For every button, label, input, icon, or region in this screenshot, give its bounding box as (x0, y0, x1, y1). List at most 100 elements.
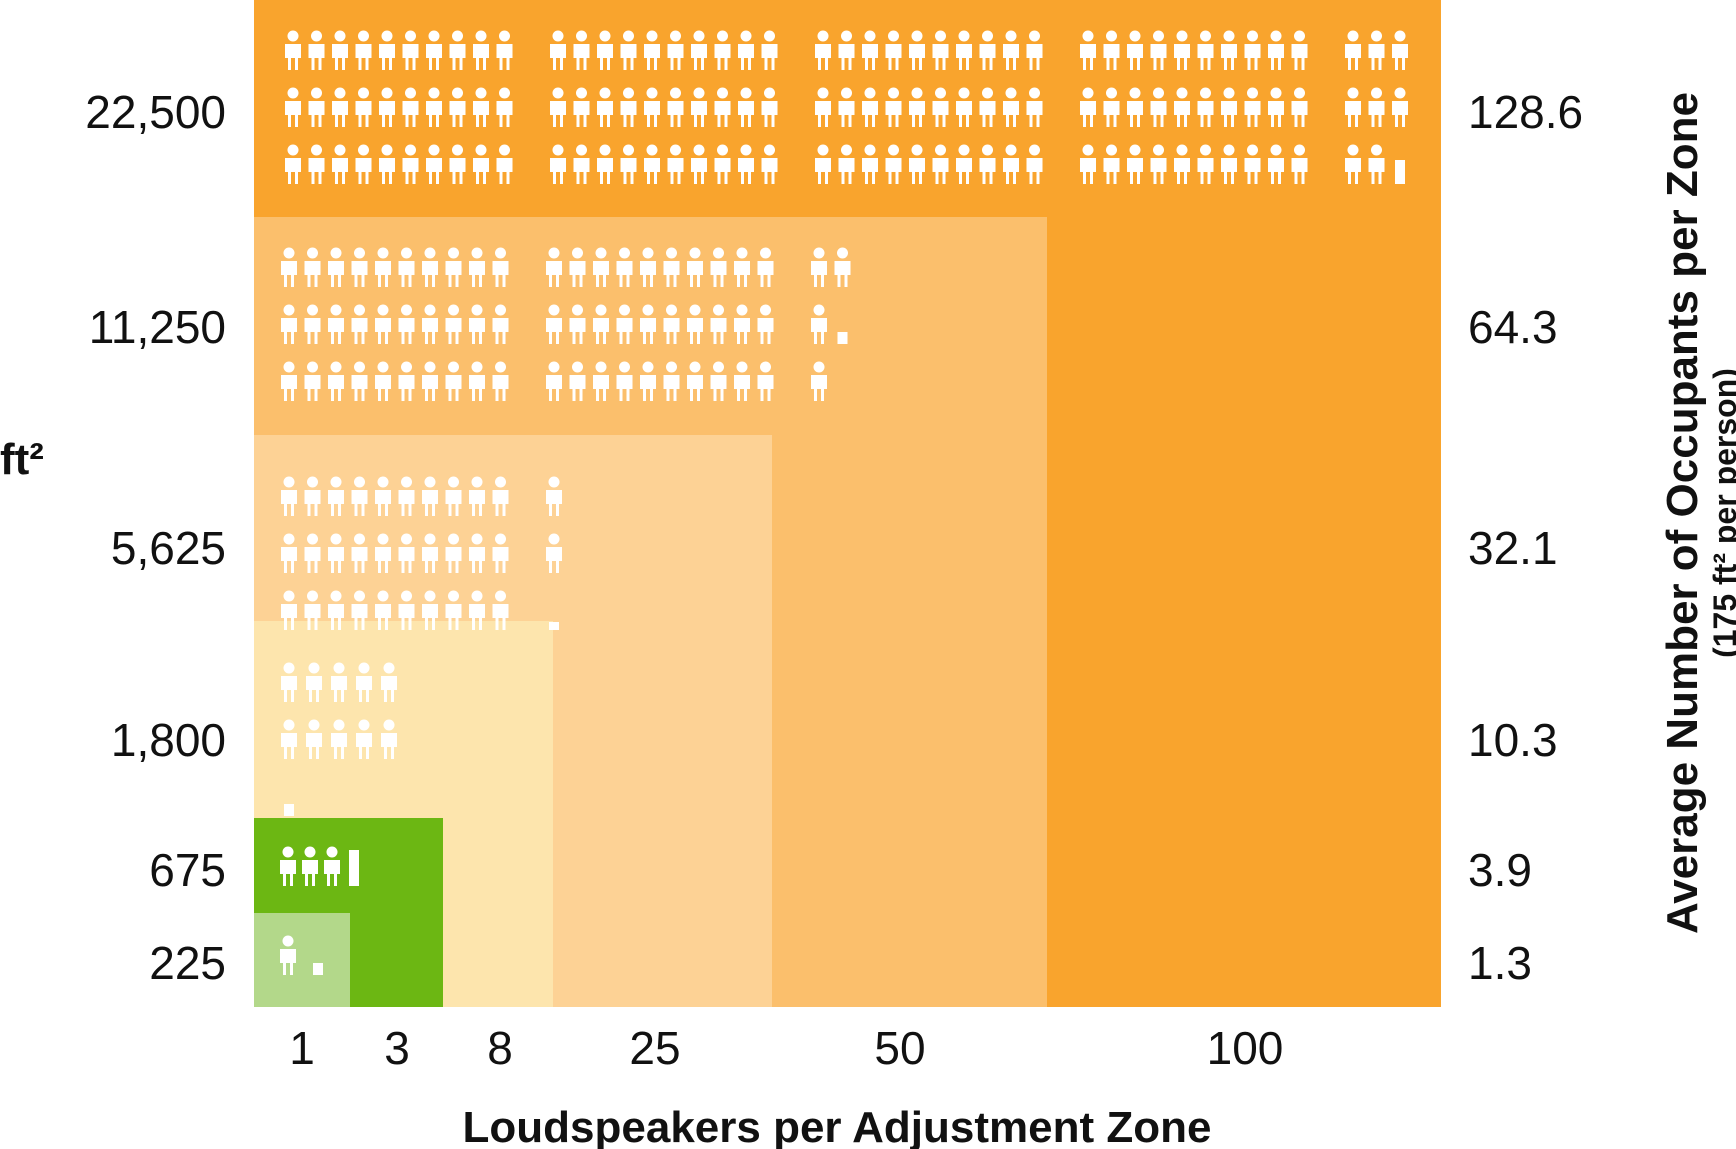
person-icon (640, 247, 656, 287)
person-icon (1127, 87, 1143, 127)
person-icon (1080, 30, 1096, 70)
person-icon (324, 846, 340, 886)
person-icon (351, 304, 368, 344)
person-icon (811, 247, 827, 287)
person-icon (663, 247, 680, 287)
person-icon (328, 476, 344, 516)
person-icon (1395, 160, 1405, 184)
person-icon (714, 144, 731, 184)
person-icon (979, 87, 996, 127)
person-icon (308, 87, 325, 127)
person-icon (885, 30, 902, 70)
person-icon (1221, 144, 1237, 184)
person-icon (285, 144, 301, 184)
person-icon (761, 30, 778, 70)
person-icon (757, 247, 774, 287)
x-tick-label: 3 (384, 1022, 410, 1074)
person-icon (644, 30, 660, 70)
person-icon (710, 304, 727, 344)
person-icon (473, 87, 489, 127)
person-icon (734, 304, 750, 344)
person-icon (734, 247, 750, 287)
person-icon (308, 144, 325, 184)
person-icon (1026, 87, 1043, 127)
person-icon (838, 87, 855, 127)
person-icon (1026, 30, 1043, 70)
person-icon (1221, 30, 1237, 70)
person-icon (956, 87, 972, 127)
person-icon (885, 87, 902, 127)
person-icon (815, 87, 831, 127)
person-icon (640, 304, 656, 344)
person-icon (644, 144, 660, 184)
person-icon (616, 247, 633, 287)
person-icon (687, 304, 703, 344)
person-icon (398, 247, 415, 287)
person-icon (402, 144, 419, 184)
person-icon (761, 144, 778, 184)
person-icon (356, 719, 372, 759)
person-icon (838, 144, 855, 184)
person-icon (351, 476, 368, 516)
person-icon (667, 30, 684, 70)
person-icon (469, 533, 485, 573)
person-icon (285, 87, 301, 127)
y2-tick-label: 10.3 (1468, 714, 1558, 766)
person-icon (375, 590, 391, 630)
x-tick-label: 1 (289, 1022, 315, 1074)
person-icon (1080, 144, 1096, 184)
person-icon (1174, 30, 1190, 70)
person-icon (422, 247, 438, 287)
x-tick-label: 50 (874, 1022, 925, 1074)
person-icon (550, 144, 566, 184)
person-icon (1244, 87, 1261, 127)
person-icon (710, 247, 727, 287)
person-icon (691, 144, 707, 184)
person-icon (738, 30, 754, 70)
person-icon (302, 846, 318, 886)
person-icon (667, 87, 684, 127)
y-tick-label: 225 (149, 937, 226, 989)
person-icon (332, 87, 348, 127)
person-icon (306, 662, 322, 702)
person-icon (546, 361, 562, 401)
person-icon (1150, 144, 1167, 184)
x-tick-label: 25 (629, 1022, 680, 1074)
person-icon (445, 476, 462, 516)
person-icon (492, 304, 509, 344)
person-icon (381, 719, 397, 759)
person-icon (492, 361, 509, 401)
person-icon (313, 963, 323, 975)
person-icon (593, 247, 609, 287)
x-axis-title: Loudspeakers per Adjustment Zone (463, 1103, 1212, 1149)
person-icon (569, 304, 586, 344)
person-icon (1221, 87, 1237, 127)
person-icon (379, 87, 395, 127)
person-icon (885, 144, 902, 184)
person-icon (492, 476, 509, 516)
y-tick-label: 11,250 (89, 301, 226, 353)
person-icon (445, 247, 462, 287)
person-icon (1268, 144, 1284, 184)
person-icon (398, 476, 415, 516)
person-icon (1174, 144, 1190, 184)
person-icon (738, 87, 754, 127)
person-icon (375, 533, 391, 573)
y-tick-label: 1,800 (111, 714, 226, 766)
person-icon (932, 144, 949, 184)
person-icon (1392, 30, 1408, 70)
person-icon (932, 87, 949, 127)
person-icon (280, 935, 296, 975)
person-icon (351, 590, 368, 630)
person-icon (449, 87, 466, 127)
person-icon (757, 304, 774, 344)
person-icon (422, 304, 438, 344)
person-icon (811, 304, 827, 344)
person-icon (1368, 30, 1385, 70)
person-icon (1026, 144, 1043, 184)
person-icon (691, 87, 707, 127)
person-icon (398, 590, 415, 630)
person-icon (356, 662, 372, 702)
person-icon (331, 719, 347, 759)
person-icon (355, 30, 372, 70)
